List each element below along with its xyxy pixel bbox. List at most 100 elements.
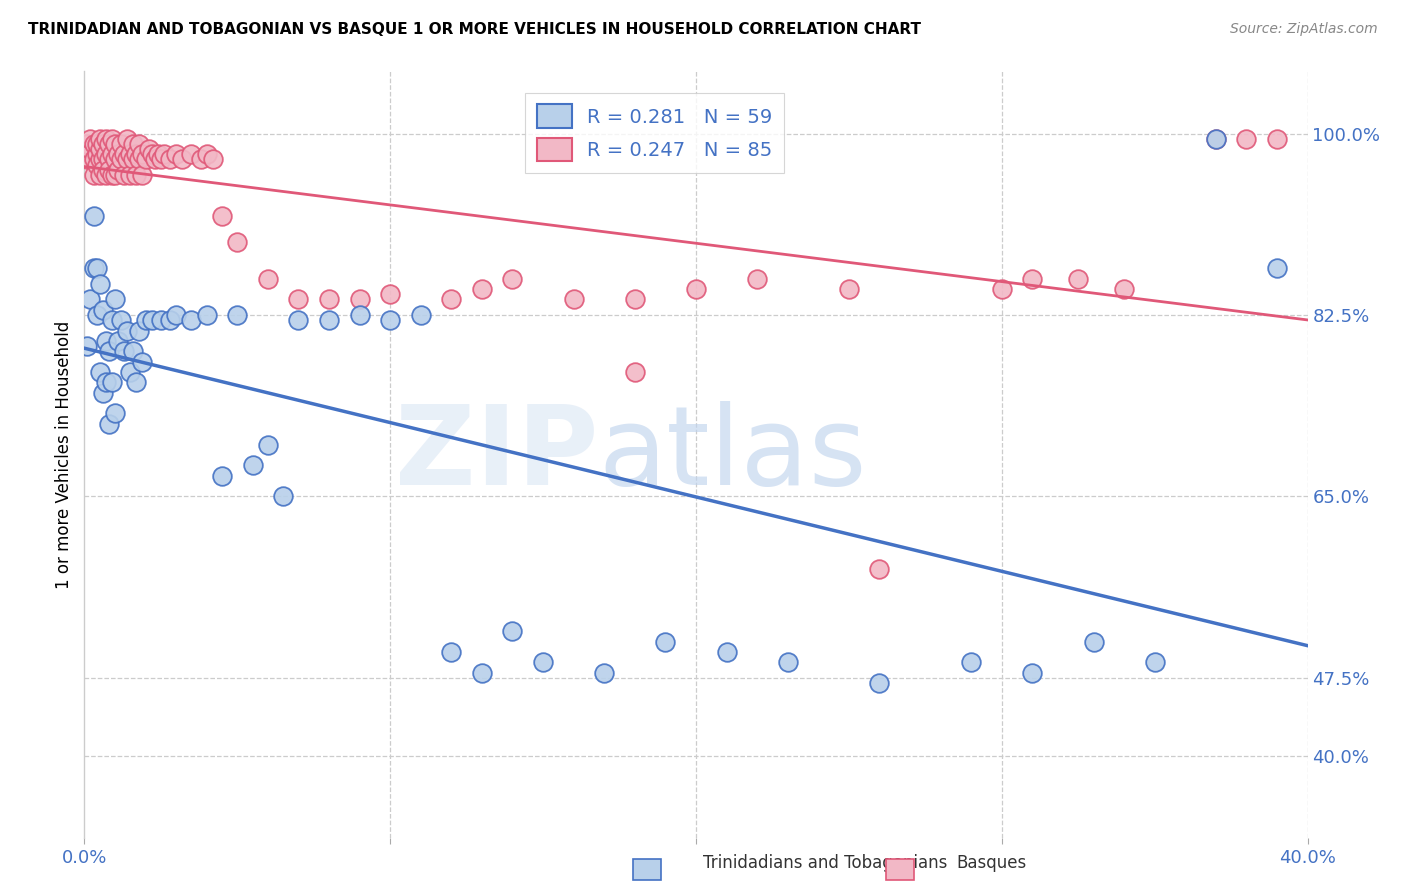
Point [104,407,127,421]
Point [104,293,127,307]
Point [195,147,218,161]
Point [128,324,150,338]
Point [120,365,142,379]
Point [79,132,101,146]
Point [716,645,738,659]
Point [94,334,117,348]
Point [107,147,129,161]
Point [211,468,233,483]
Point [97,344,120,359]
Point [104,168,127,182]
Point [89,277,111,291]
Point [349,308,371,322]
Point [79,293,101,307]
Point [471,665,494,680]
Point [79,142,101,156]
Point [89,142,111,156]
Point [409,308,432,322]
Point [107,162,129,177]
Point [502,271,524,285]
Point [149,313,172,327]
Point [120,147,142,161]
Point [159,313,181,327]
Point [91,162,114,177]
Point [76,339,98,353]
Point [380,313,402,327]
Point [94,376,117,390]
Point [1067,271,1090,285]
Point [110,136,132,151]
Point [91,136,114,151]
Point [125,147,148,161]
Point [153,147,176,161]
Point [1236,132,1258,146]
Point [165,308,187,322]
Point [242,458,264,473]
Point [112,168,135,182]
Y-axis label: 1 or more Vehicles in Household: 1 or more Vehicles in Household [55,321,73,589]
Point [110,153,132,167]
Point [318,313,340,327]
Point [624,293,647,307]
Point [960,655,983,669]
Point [1143,655,1166,669]
Point [89,365,111,379]
Text: TRINIDADIAN AND TOBAGONIAN VS BASQUE 1 OR MORE VEHICLES IN HOUSEHOLD CORRELATION: TRINIDADIAN AND TOBAGONIAN VS BASQUE 1 O… [28,22,921,37]
Point [128,136,150,151]
Point [83,210,105,224]
Point [562,293,585,307]
Point [91,153,114,167]
Point [76,136,98,151]
Point [128,153,150,167]
Point [120,168,142,182]
Point [89,132,111,146]
Point [86,147,108,161]
Point [97,136,120,151]
Point [101,313,124,327]
Point [101,147,124,161]
Point [1114,282,1136,296]
Point [94,132,117,146]
Point [257,271,280,285]
Point [141,147,163,161]
Point [89,168,111,182]
Point [257,437,280,451]
Point [440,645,463,659]
Point [172,153,194,167]
Text: Trinidadians and Tobagonians: Trinidadians and Tobagonians [703,855,948,872]
Point [86,261,108,276]
Point [271,489,294,503]
Point [1021,271,1043,285]
Point [122,136,145,151]
Point [104,153,127,167]
Point [122,153,145,167]
Point [83,153,105,167]
Point [76,153,98,167]
Point [94,168,117,182]
Text: Source: ZipAtlas.com: Source: ZipAtlas.com [1230,22,1378,37]
Point [83,168,105,182]
Point [201,153,224,167]
Point [776,655,799,669]
Point [190,153,212,167]
Point [122,344,145,359]
Point [180,313,202,327]
Point [1265,261,1288,276]
Point [991,282,1014,296]
Point [125,376,148,390]
Point [83,261,105,276]
Point [869,562,891,576]
Point [97,153,120,167]
Point [135,153,157,167]
Point [141,313,163,327]
Point [143,153,166,167]
Point [112,344,135,359]
Point [440,293,463,307]
Point [146,147,169,161]
Point [97,417,120,431]
Point [869,676,891,690]
Point [86,308,108,322]
Point [1205,132,1227,146]
Point [1265,132,1288,146]
Point [86,158,108,172]
